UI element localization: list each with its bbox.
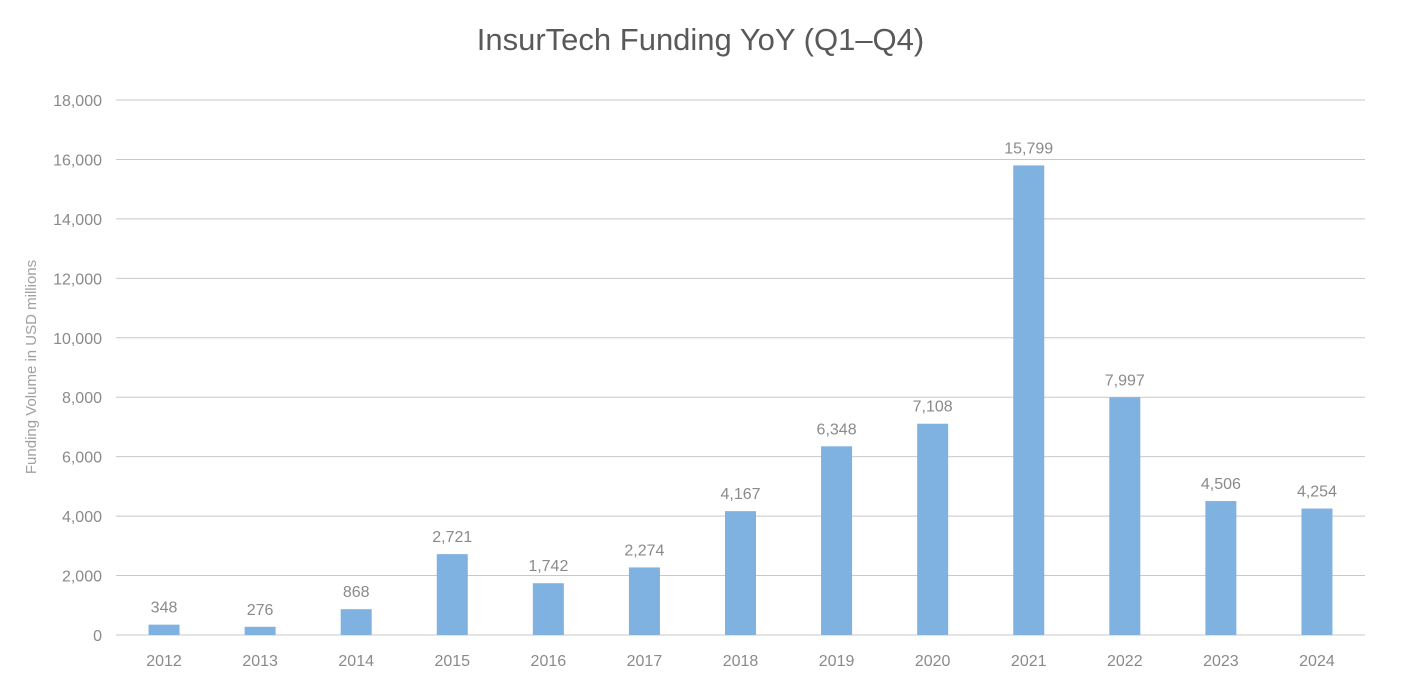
y-tick-label: 10,000 — [53, 331, 102, 348]
bar — [917, 423, 949, 635]
data-label: 6,348 — [817, 421, 857, 438]
data-label: 1,742 — [528, 558, 568, 575]
data-label: 15,799 — [1004, 140, 1053, 157]
x-axis-ticks: 2012 2013 2014 2015 2016 2017 2018 2019 2020 2021… — [146, 653, 1335, 670]
y-tick-label: 4,000 — [62, 509, 102, 526]
x-tick-label: 2024 — [1299, 653, 1335, 670]
x-tick-label: 2018 — [723, 653, 759, 670]
x-tick-label: 2014 — [338, 653, 374, 670]
data-label: 868 — [343, 584, 370, 601]
data-label: 7,108 — [913, 399, 953, 416]
y-tick-label: 0 — [93, 628, 102, 645]
y-tick-label: 6,000 — [62, 450, 102, 467]
bar — [148, 624, 180, 635]
bar — [725, 511, 756, 635]
bar — [436, 554, 468, 635]
y-tick-label: 14,000 — [53, 212, 102, 229]
data-label: 4,254 — [1297, 484, 1337, 501]
y-tick-label: 18,000 — [53, 93, 102, 110]
y-tick-label: 8,000 — [62, 390, 102, 407]
x-tick-label: 2023 — [1203, 653, 1239, 670]
bar — [1109, 397, 1141, 635]
x-tick-label: 2021 — [1011, 653, 1047, 670]
x-tick-label: 2016 — [531, 653, 567, 670]
x-tick-label: 2020 — [915, 653, 951, 670]
bar — [1013, 165, 1045, 635]
bar — [1205, 501, 1237, 635]
y-tick-label: 16,000 — [53, 152, 102, 169]
bar — [244, 626, 276, 635]
data-label: 4,167 — [720, 486, 760, 503]
x-tick-label: 2019 — [819, 653, 855, 670]
bar — [340, 609, 372, 635]
x-tick-label: 2012 — [146, 653, 182, 670]
data-label: 348 — [151, 600, 178, 617]
bar — [821, 446, 853, 635]
data-label: 7,997 — [1105, 372, 1145, 389]
y-tick-label: 12,000 — [53, 271, 102, 288]
data-label: 4,506 — [1201, 476, 1241, 493]
bar — [532, 583, 564, 635]
data-label: 2,274 — [624, 542, 664, 559]
bars: 348 276 868 2,721 1,742 2,274 4,167 6,348 7,108 1… — [148, 140, 1337, 635]
x-tick-label: 2022 — [1107, 653, 1143, 670]
bar — [1301, 508, 1333, 635]
bar — [628, 567, 660, 635]
y-tick-label: 2,000 — [62, 569, 102, 586]
x-tick-label: 2017 — [627, 653, 663, 670]
chart-title: InsurTech Funding YoY (Q1–Q4) — [476, 22, 925, 57]
y-axis-label: Funding Volume in USD millions — [23, 260, 40, 474]
x-tick-label: 2013 — [242, 653, 278, 670]
data-label: 276 — [247, 602, 274, 619]
data-label: 2,721 — [432, 529, 472, 546]
y-axis-ticks: 0 2,000 4,000 6,000 8,000 10,000 12,000 14,000 1… — [53, 93, 102, 645]
x-tick-label: 2015 — [434, 653, 470, 670]
